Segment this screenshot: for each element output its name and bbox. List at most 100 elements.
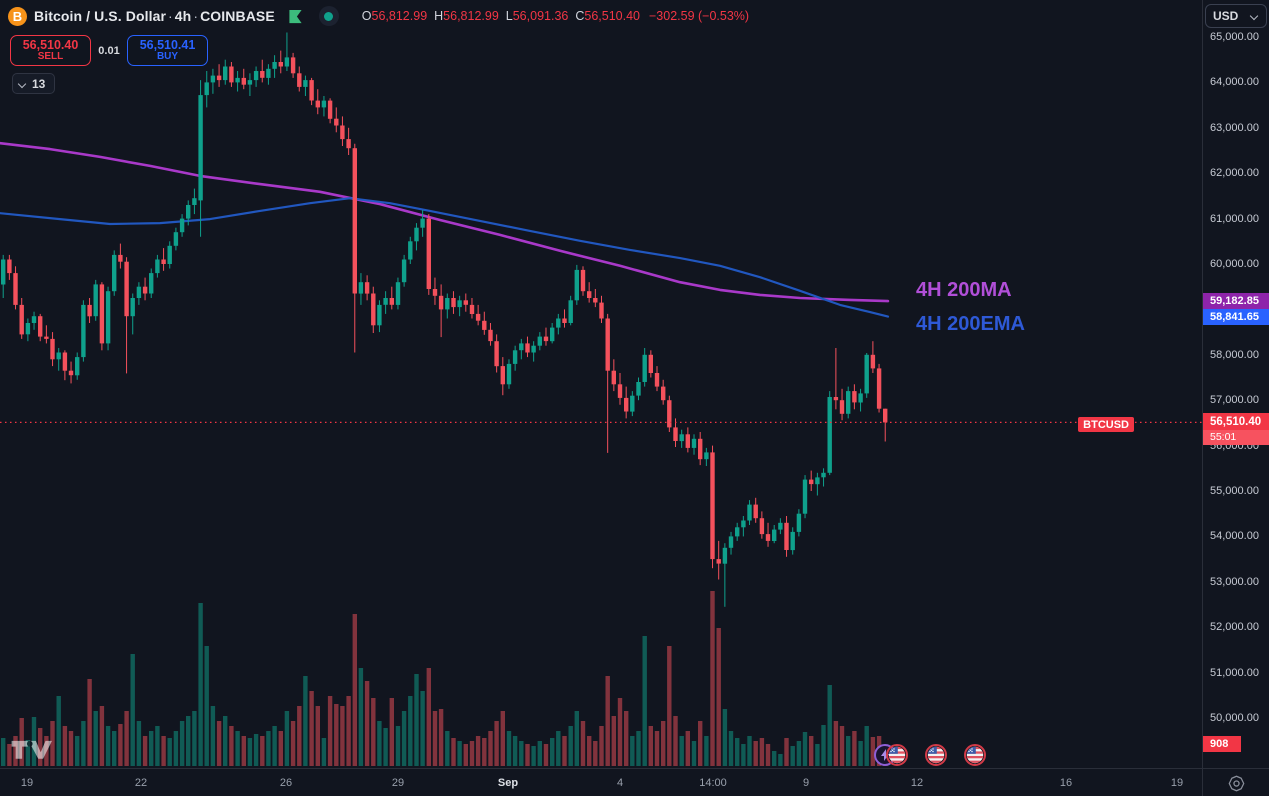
volume-bar <box>315 706 320 766</box>
volume-bar <box>599 726 604 766</box>
volume-bar <box>556 731 561 766</box>
candlestick-chart[interactable] <box>0 0 1202 768</box>
volume-bar <box>81 721 86 766</box>
axis-settings-corner[interactable] <box>1202 769 1269 796</box>
time-axis-label[interactable]: 9 <box>802 776 810 789</box>
candle-body <box>568 300 573 323</box>
volume-bar <box>778 754 783 766</box>
candle-body <box>550 327 555 342</box>
volume-bar <box>772 751 777 766</box>
candle-body <box>772 529 777 541</box>
volume-bar <box>512 736 518 766</box>
candle-body <box>130 298 135 317</box>
candle-body <box>611 370 616 385</box>
time-axis-label[interactable]: 19 <box>1170 776 1184 789</box>
time-axis-label[interactable]: 14:00 <box>699 776 727 789</box>
price-axis-label: 60,000.00 <box>1210 258 1259 270</box>
candle-body <box>75 357 80 376</box>
candle-body <box>266 68 271 78</box>
candle-body <box>99 284 105 344</box>
candle-body <box>93 284 98 317</box>
time-axis[interactable]: 19 22 26 29 Sep 4 14:00 9 12 16 19 <box>0 768 1269 796</box>
price-axis-label: 55,000.00 <box>1210 485 1259 497</box>
volume-bar <box>685 731 690 766</box>
candle-body <box>556 318 561 328</box>
candle-body <box>642 354 647 382</box>
candle-body <box>630 395 635 412</box>
candle-body <box>506 363 512 385</box>
candle-body <box>784 522 789 550</box>
volume-bar <box>192 711 197 766</box>
candle-body <box>815 477 820 485</box>
volume-bar <box>309 691 314 766</box>
volume-bar <box>827 685 832 766</box>
volume-bar <box>426 668 431 766</box>
volume-bar <box>537 741 542 766</box>
time-axis-label[interactable]: 12 <box>910 776 924 789</box>
time-axis-label[interactable]: 22 <box>134 776 148 789</box>
volume-bar <box>494 721 499 766</box>
candle-body <box>716 559 721 564</box>
volume-bar <box>149 731 154 766</box>
candle-body <box>142 286 148 294</box>
candle-body <box>179 218 185 233</box>
buy-button[interactable]: 56,510.41 BUY <box>127 35 208 66</box>
ma-200-label[interactable]: 4H 200MA <box>916 279 1012 301</box>
candle-body <box>883 408 888 423</box>
candle-body <box>796 513 802 532</box>
volume-bar <box>482 738 487 766</box>
flag-symbol-icon[interactable] <box>286 6 306 26</box>
candle-body <box>759 518 765 535</box>
volume-bar <box>204 646 209 766</box>
candle-body <box>809 479 814 485</box>
sell-button[interactable]: 56,510.40 SELL <box>10 35 91 66</box>
volume-bar <box>445 731 450 766</box>
time-axis-label[interactable]: 26 <box>279 776 293 789</box>
time-axis-label[interactable]: 4 <box>616 776 624 789</box>
candle-body <box>667 400 672 428</box>
candle-body <box>31 316 37 323</box>
time-axis-label[interactable]: Sep <box>497 776 519 789</box>
price-axis[interactable]: USD 59,182.85 58,841.65 56,510.40 55:01 … <box>1202 0 1269 768</box>
candle-body <box>241 77 246 85</box>
candle-body <box>124 261 129 317</box>
candle-body <box>272 62 277 69</box>
candle-body <box>186 205 191 219</box>
candle-body <box>395 282 401 305</box>
price-axis-label: 53,000.00 <box>1210 575 1259 588</box>
candle-body <box>260 71 265 78</box>
candle-body <box>253 71 259 81</box>
volume-bar <box>457 741 462 766</box>
volume-bar <box>179 721 185 766</box>
volume-bar <box>809 736 814 766</box>
time-axis-label[interactable]: 16 <box>1059 776 1073 789</box>
time-axis-label[interactable]: 19 <box>20 776 34 789</box>
candle-body <box>457 300 462 308</box>
volume-bar <box>87 679 92 766</box>
candle-body <box>383 298 388 305</box>
price-change: −302.59 (−0.53%) <box>648 9 750 23</box>
volume-bar <box>13 736 18 766</box>
symbol-header: B Bitcoin / U.S. Dollar · 4h · COINBASE O56,… <box>8 6 749 26</box>
volume-bar <box>691 741 697 766</box>
candle-body <box>722 547 728 564</box>
candle-body <box>679 434 684 442</box>
chart-pane[interactable]: B Bitcoin / U.S. Dollar · 4h · COINBASE O56,… <box>0 0 1202 768</box>
ema-200-label[interactable]: 4H 200EMA <box>916 313 1025 335</box>
candle-body <box>846 391 851 414</box>
time-axis-label[interactable]: 29 <box>391 776 405 789</box>
volume-bar <box>334 704 339 766</box>
volume-bar <box>624 711 629 766</box>
volume-bar <box>1 738 6 766</box>
currency-selector-button[interactable]: USD <box>1205 4 1267 28</box>
symbol-title[interactable]: Bitcoin / U.S. Dollar · 4h · COINBASE <box>34 8 275 24</box>
volume-bar <box>574 711 579 766</box>
market-status-icon[interactable] <box>318 6 339 26</box>
volume-bar <box>321 738 327 766</box>
candle-body <box>81 304 86 358</box>
candle-countdown-chip[interactable]: 13 <box>12 73 56 94</box>
candle-body <box>346 139 351 149</box>
tradingview-logo <box>10 736 52 767</box>
candle-body <box>741 520 746 528</box>
candle-body <box>297 73 302 87</box>
